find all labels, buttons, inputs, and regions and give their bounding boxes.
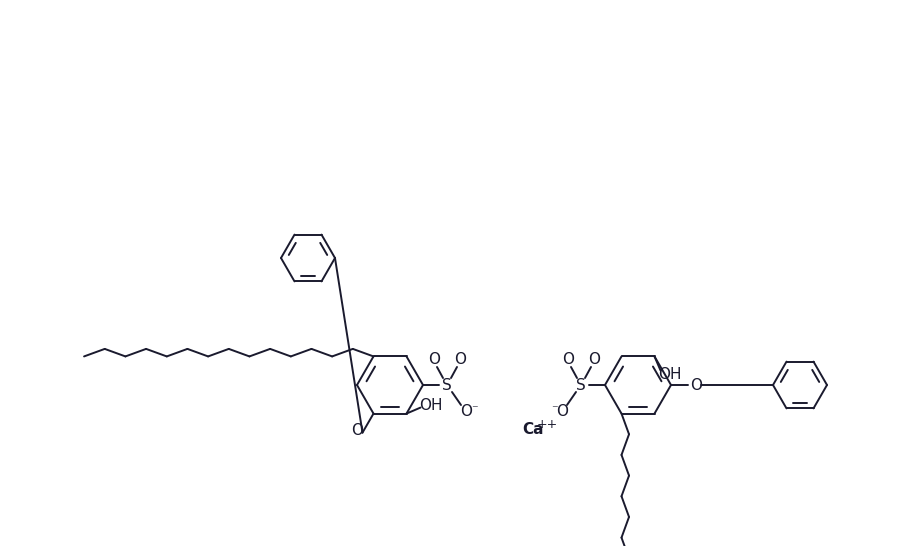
Text: S: S xyxy=(576,377,586,393)
Text: O: O xyxy=(562,353,574,367)
Text: OH: OH xyxy=(419,398,442,413)
Text: Ca: Ca xyxy=(522,423,544,437)
Text: O: O xyxy=(428,353,440,367)
Text: O: O xyxy=(690,377,702,393)
Text: O: O xyxy=(556,405,568,419)
Text: S: S xyxy=(442,377,452,393)
Text: ⁻: ⁻ xyxy=(471,403,477,417)
Text: O: O xyxy=(460,405,472,419)
Text: O: O xyxy=(588,353,600,367)
Text: O: O xyxy=(454,353,466,367)
Text: ⁻: ⁻ xyxy=(551,403,557,417)
Text: ++: ++ xyxy=(536,418,557,431)
Text: OH: OH xyxy=(658,367,681,382)
Text: O: O xyxy=(352,423,363,438)
